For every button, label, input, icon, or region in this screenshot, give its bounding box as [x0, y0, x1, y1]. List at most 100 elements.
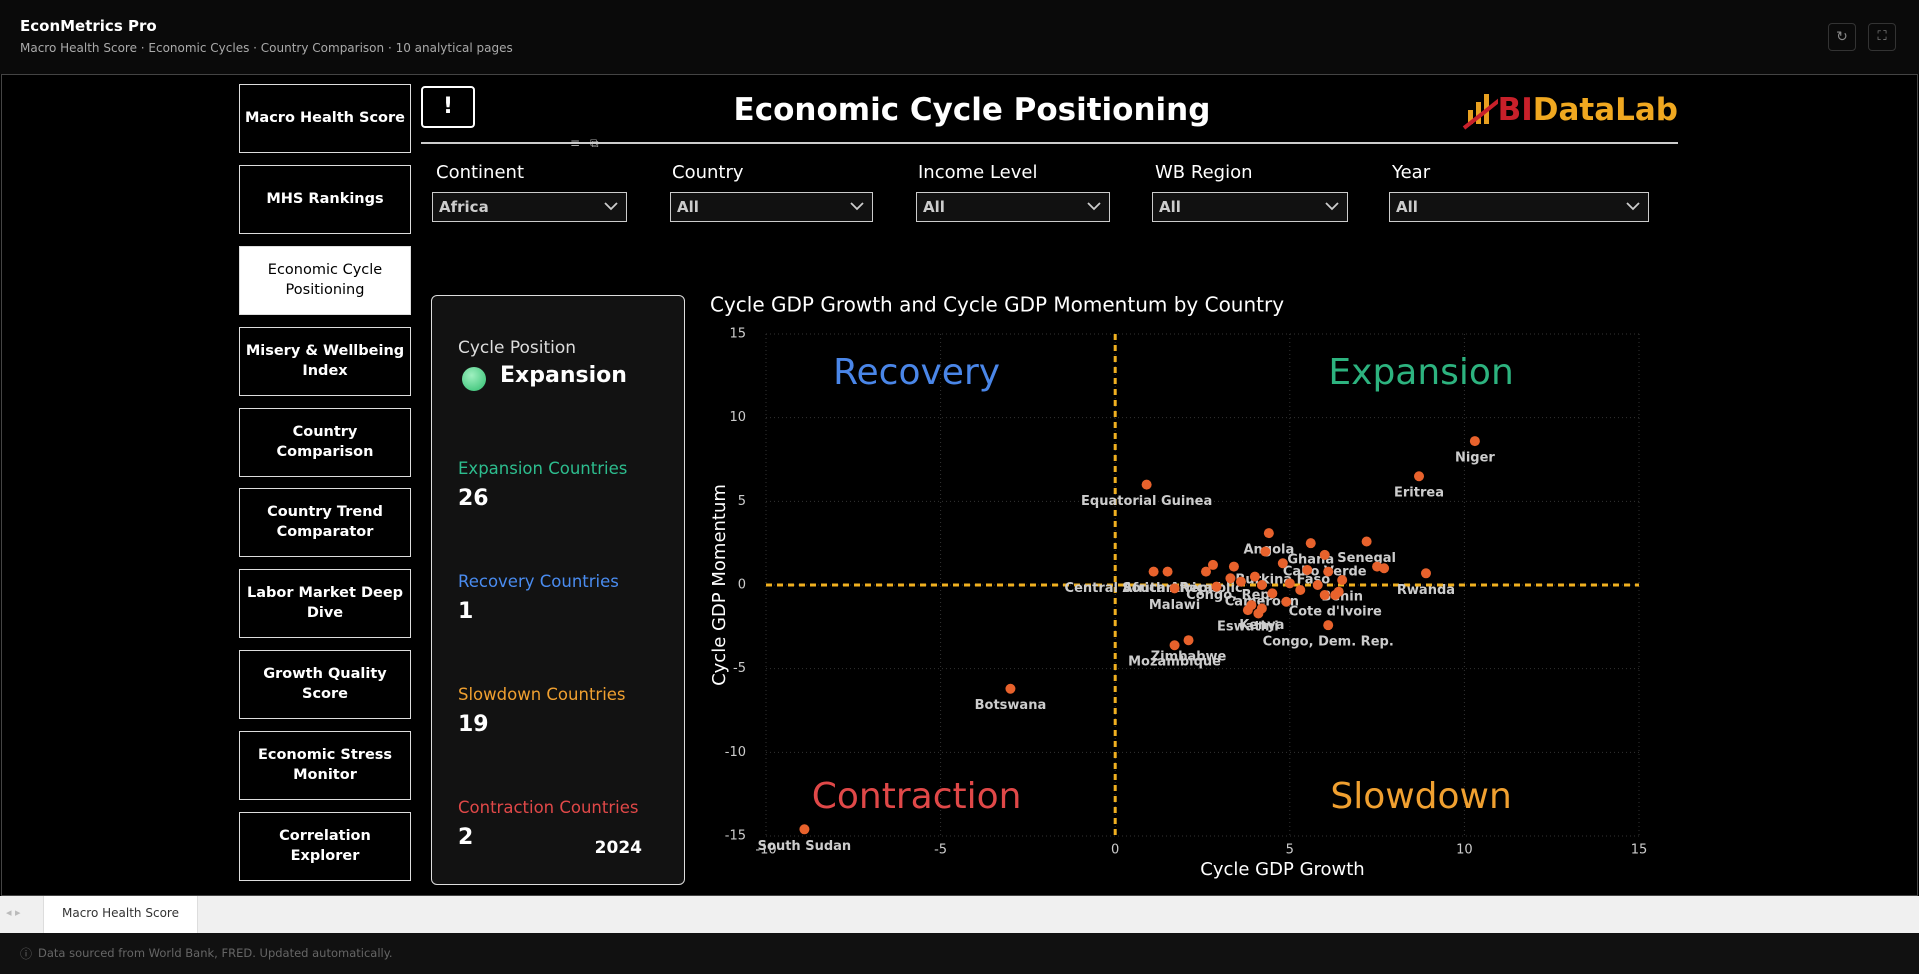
- filter-dropdown[interactable]: Africa: [432, 192, 627, 222]
- point-label: Congo, Rep.: [1186, 588, 1275, 603]
- filter-dropdown[interactable]: All: [1152, 192, 1348, 222]
- kpi-label: Contraction Countries: [458, 798, 639, 817]
- x-tick-label: -5: [934, 843, 947, 858]
- scatter-point: [1379, 563, 1390, 574]
- x-tick-label: 5: [1286, 843, 1294, 858]
- filter-label: Country: [672, 162, 744, 183]
- filter-dropdown[interactable]: All: [1389, 192, 1649, 222]
- nav-button[interactable]: Economic Cycle Positioning: [239, 246, 411, 315]
- nav-button[interactable]: Growth Quality Score: [239, 650, 411, 719]
- scatter-point: [799, 824, 810, 835]
- x-tick-label: 10: [1456, 843, 1473, 858]
- scatter-point: [1305, 538, 1316, 549]
- scatter-point: [1183, 635, 1194, 646]
- nav-button[interactable]: Correlation Explorer: [239, 812, 411, 881]
- filter-value: All: [677, 198, 699, 216]
- point-label: Zimbabwe: [1151, 650, 1227, 665]
- quadrant-label: Expansion: [1328, 352, 1513, 393]
- nav-button[interactable]: Country Trend Comparator: [239, 488, 411, 557]
- filter-dropdown[interactable]: All: [670, 192, 873, 222]
- point-label: Botswana: [975, 698, 1047, 713]
- quadrant-label: Slowdown: [1330, 776, 1511, 817]
- scatter-point: [1323, 566, 1334, 577]
- scatter-point: [1005, 683, 1016, 694]
- filter-label: Continent: [436, 162, 524, 183]
- filter-value: All: [1159, 198, 1181, 216]
- x-axis-label: Cycle GDP Growth: [1200, 859, 1364, 880]
- scatter-point: [1302, 564, 1313, 575]
- scatter-point: [1256, 580, 1267, 590]
- chevron: [604, 202, 618, 211]
- scatter-point: [1228, 561, 1239, 572]
- alert-button[interactable]: !: [421, 86, 475, 128]
- quadrant-label: Recovery: [833, 352, 1000, 393]
- app-subtitle: Macro Health Score · Economic Cycles · C…: [20, 41, 513, 55]
- header-bar: EconMetrics Pro Macro Health Score · Eco…: [0, 0, 1919, 74]
- scatter-point: [1169, 583, 1180, 594]
- scatter-point: [1281, 596, 1292, 607]
- point-label: Eswatini: [1217, 620, 1279, 635]
- kpi-card: Cycle Position Expansion 2024 Expansion …: [431, 295, 685, 885]
- chevron: [1087, 202, 1101, 211]
- refresh-button[interactable]: ↻: [1828, 23, 1856, 51]
- nav-button[interactable]: MHS Rankings: [239, 165, 411, 234]
- kpi-value: 1: [458, 599, 474, 624]
- footer: ⓘ Data sourced from World Bank, FRED. Up…: [0, 933, 1919, 974]
- kpi-year: 2024: [594, 838, 642, 858]
- scatter-point: [1211, 581, 1222, 592]
- filter-value: All: [923, 198, 945, 216]
- kpi-position: Expansion: [500, 363, 627, 388]
- scatter-point: [1141, 479, 1152, 490]
- nav-button[interactable]: Macro Health Score: [239, 84, 411, 153]
- y-tick-label: -15: [725, 829, 746, 844]
- nav-button[interactable]: Country Comparison: [239, 408, 411, 477]
- logo-icon: [1462, 94, 1498, 130]
- point-label: Cameroon: [1225, 595, 1299, 610]
- x-tick-label: -10: [755, 843, 776, 858]
- scatter-point: [1284, 578, 1295, 589]
- scatter-point: [1263, 528, 1274, 539]
- scatter-point: [1169, 640, 1180, 651]
- tab-scroll[interactable]: ◂ ▸: [6, 906, 21, 919]
- scatter-point: [1207, 559, 1218, 570]
- filter-label: WB Region: [1155, 162, 1253, 183]
- kpi-value: 26: [458, 486, 489, 511]
- scatter-point: [1333, 586, 1344, 597]
- scatter-point: [1323, 620, 1334, 631]
- page-title: Economic Cycle Positioning: [733, 92, 1211, 128]
- point-label: Eritrea: [1394, 486, 1444, 501]
- point-label: Central African Republic: [1065, 581, 1243, 596]
- y-tick-label: -5: [733, 661, 746, 676]
- scatter-point: [1319, 590, 1330, 601]
- filter-label: Year: [1392, 162, 1431, 183]
- filter-value: Africa: [439, 198, 489, 216]
- fullscreen-button[interactable]: ⛶: [1868, 23, 1896, 51]
- chevron: [1626, 202, 1640, 211]
- point-label: Senegal: [1337, 551, 1396, 566]
- scatter-point: [1295, 585, 1306, 596]
- point-label: South Africa: [1122, 581, 1213, 596]
- filter-value: All: [1396, 198, 1418, 216]
- tab-bar: ◂ ▸ Macro Health Score: [0, 896, 1919, 933]
- kpi-label: Slowdown Countries: [458, 685, 626, 704]
- point-label: Cote d'Ivoire: [1289, 605, 1382, 620]
- y-tick-label: 5: [738, 494, 746, 509]
- scatter-point: [1260, 546, 1271, 557]
- scatter-point: [1225, 573, 1236, 584]
- kpi-value: 2: [458, 825, 474, 850]
- status-dot: [462, 367, 486, 391]
- scatter-point: [1414, 471, 1425, 482]
- x-tick-label: 0: [1111, 843, 1119, 858]
- kpi-label: Expansion Countries: [458, 459, 628, 478]
- nav-button[interactable]: Misery & Wellbeing Index: [239, 327, 411, 396]
- scatter-point: [1319, 549, 1330, 560]
- filter-dropdown[interactable]: All: [916, 192, 1110, 222]
- y-tick-label: 15: [729, 327, 746, 342]
- tab[interactable]: Macro Health Score: [43, 896, 198, 933]
- nav-button[interactable]: Economic Stress Monitor: [239, 731, 411, 800]
- point-label: Kenya: [1239, 618, 1284, 633]
- nav-button[interactable]: Labor Market Deep Dive: [239, 569, 411, 638]
- x-tick-label: 15: [1631, 843, 1648, 858]
- y-tick-label: 10: [729, 410, 746, 425]
- filter-label: Income Level: [918, 162, 1038, 183]
